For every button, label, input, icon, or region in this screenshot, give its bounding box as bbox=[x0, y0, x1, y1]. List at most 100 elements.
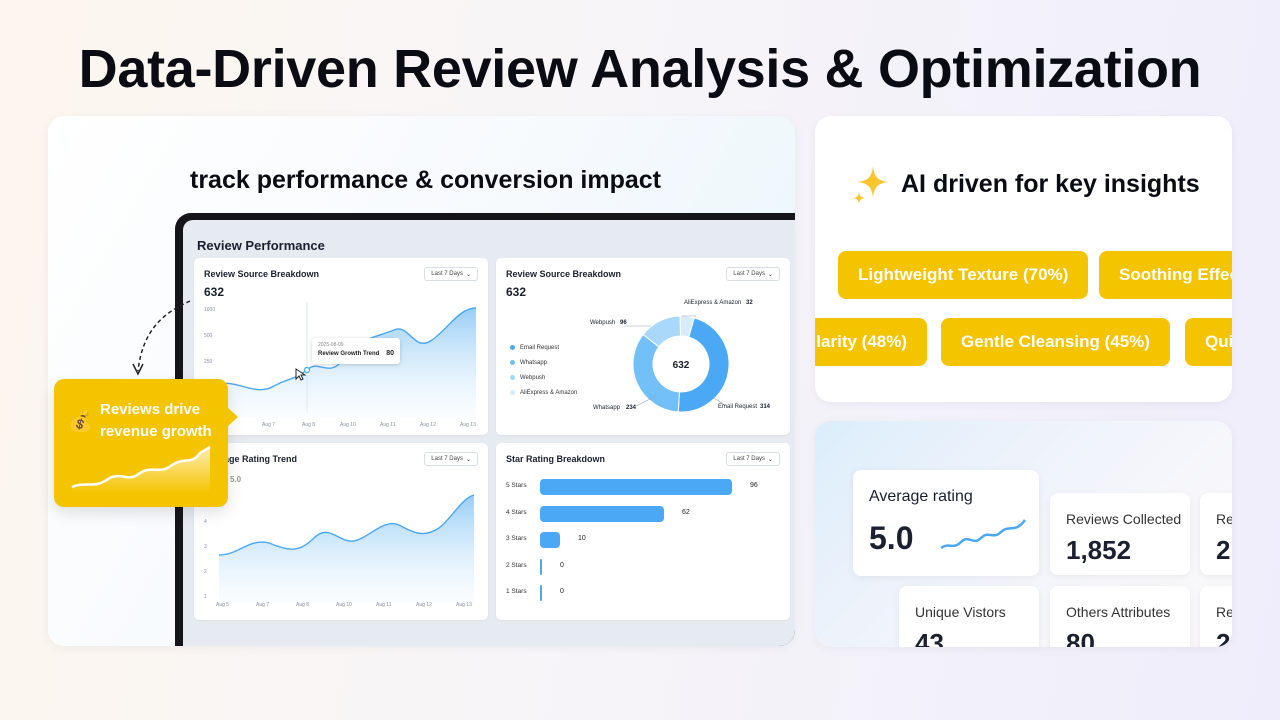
card-title: Review Source Breakdown bbox=[506, 269, 622, 279]
stat-value: 2 bbox=[1216, 628, 1231, 647]
legend-label: AliExpress & Amazon bbox=[520, 389, 578, 396]
donut-legend: Email Request Whatsapp Webpush AliExpres… bbox=[510, 340, 577, 400]
stat-label: Unique Vistors bbox=[915, 604, 1006, 620]
unique-visitors-card: Unique Vistors 43 bbox=[899, 586, 1039, 647]
rating-area bbox=[219, 495, 474, 603]
ai-insights-heading: AI driven for key insights bbox=[901, 169, 1200, 198]
chart-tooltip: 2025-08-09 Review Growth Trend 80 bbox=[312, 338, 400, 364]
legend-item: AliExpress & Amazon bbox=[510, 385, 577, 400]
donut-slice-label: Email Request bbox=[718, 404, 757, 410]
donut-leader-line bbox=[635, 395, 657, 407]
legend-dot bbox=[510, 345, 515, 350]
stat-card-partial: Re 2 bbox=[1200, 586, 1232, 647]
performance-subtitle: track performance & conversion impact bbox=[190, 166, 661, 194]
donut-slice-value: 96 bbox=[620, 320, 627, 326]
chevron-down-icon: ⌄ bbox=[767, 456, 773, 463]
stats-panel: Average rating 5.0 Reviews Collected 1,8… bbox=[815, 421, 1232, 647]
star-bar-fill bbox=[540, 558, 542, 575]
tooltip-date: 2025-08-09 bbox=[318, 342, 344, 348]
star-bar-row: 2 Stars 0 bbox=[506, 558, 776, 575]
y-tick: 2 bbox=[204, 569, 207, 575]
tooltip-value: 80 bbox=[386, 350, 394, 357]
legend-label: Whatsapp bbox=[520, 359, 548, 366]
insight-chip[interactable]: Soothing Effect bbox=[1099, 251, 1232, 299]
star-bar-row: 5 Stars 96 bbox=[506, 479, 776, 495]
revenue-callout: 💰 Reviews drive revenue growth bbox=[54, 379, 238, 507]
stat-value: 2 bbox=[1216, 535, 1231, 565]
star-bar-fill bbox=[540, 505, 664, 522]
donut-leader-line bbox=[713, 397, 727, 407]
date-range-dropdown[interactable]: Last 7 Days ⌄ bbox=[424, 267, 478, 281]
y-tick: 1 bbox=[204, 594, 207, 600]
donut-center-value: 632 bbox=[673, 360, 690, 371]
card-value: 632 bbox=[204, 285, 225, 299]
x-tick: Aug 7 bbox=[262, 422, 275, 428]
insight-chip[interactable]: Qui bbox=[1185, 318, 1232, 366]
star-bar-fill bbox=[540, 532, 560, 548]
donut-slice-label: AliExpress & Amazon bbox=[684, 300, 741, 306]
legend-dot bbox=[510, 375, 515, 380]
insight-chip[interactable]: larity (48%) bbox=[815, 318, 927, 366]
star-breakdown-card: Star Rating Breakdown Last 7 Days ⌄ 5 St… bbox=[496, 443, 790, 620]
stat-label: Others Attributes bbox=[1066, 604, 1171, 620]
money-bag-icon: 💰 bbox=[68, 411, 93, 433]
insight-chip[interactable]: Gentle Cleansing (45%) bbox=[941, 318, 1170, 366]
x-tick: Aug 5 bbox=[216, 602, 229, 608]
card-title: Star Rating Breakdown bbox=[506, 454, 606, 464]
hover-point[interactable] bbox=[303, 366, 311, 374]
donut-slice-value: 234 bbox=[626, 405, 637, 411]
dashboard-title: Review Performance bbox=[197, 238, 325, 253]
date-range-dropdown[interactable]: Last 7 Days ⌄ bbox=[424, 452, 478, 466]
stat-value: 43 bbox=[915, 628, 944, 647]
reviews-collected-card: Reviews Collected 1,852 bbox=[1050, 493, 1190, 575]
x-tick: Aug 11 bbox=[376, 602, 392, 608]
y-tick: 1000 bbox=[204, 307, 215, 313]
x-tick: Aug 10 bbox=[340, 422, 356, 428]
source-donut-card: Review Source Breakdown Last 7 Days ⌄ 63… bbox=[496, 258, 790, 435]
x-tick: Aug 12 bbox=[420, 422, 436, 428]
legend-label: Email Request bbox=[520, 344, 560, 351]
source-trend-card: Review Source Breakdown Last 7 Days ⌄ 63… bbox=[194, 258, 488, 435]
chevron-down-icon: ⌄ bbox=[465, 456, 471, 463]
dropdown-label: Last 7 Days bbox=[733, 271, 765, 277]
legend-dot bbox=[510, 360, 515, 365]
stat-card-partial: Re 2 bbox=[1200, 493, 1232, 575]
chevron-down-icon: ⌄ bbox=[465, 271, 471, 278]
star-bar-label: 2 Stars bbox=[506, 561, 527, 569]
callout-text: Reviews drive revenue growth bbox=[100, 401, 212, 440]
star-bar-label: 5 Stars bbox=[506, 482, 527, 489]
star-bar-label: 3 Stars bbox=[506, 535, 527, 542]
star-bar-row: 4 Stars 62 bbox=[506, 505, 776, 522]
legend-dot bbox=[510, 390, 515, 395]
x-tick: Aug 8 bbox=[296, 602, 309, 608]
y-tick: 250 bbox=[204, 359, 213, 365]
rating-trend-chart: 4 3 2 1 Aug 5 Aug 7 Aug 8 Aug 10 Aug 11 … bbox=[204, 494, 475, 608]
sparkle-icon bbox=[853, 166, 889, 204]
donut-slice-label: Whatsapp bbox=[593, 405, 621, 411]
stat-value: 5.0 bbox=[869, 520, 914, 556]
donut-slice-label: Webpush bbox=[590, 320, 615, 326]
insight-chip[interactable]: Lightweight Texture (70%) bbox=[838, 251, 1089, 299]
star-bar-value: 0 bbox=[560, 588, 564, 595]
date-range-dropdown[interactable]: Last 7 Days ⌄ bbox=[726, 452, 780, 466]
star-bar-value: 0 bbox=[560, 561, 564, 569]
y-tick: 3 bbox=[204, 544, 207, 550]
dashboard-screen: Review Performance Review Source Breakdo… bbox=[183, 220, 795, 646]
stat-label: Re bbox=[1216, 604, 1232, 620]
x-tick: Aug 11 bbox=[380, 422, 396, 428]
stat-value: 80 bbox=[1066, 628, 1095, 647]
growth-wave-icon bbox=[71, 445, 211, 493]
card-value: 5.0 bbox=[230, 475, 242, 484]
star-bar-row: 1 Stars 0 bbox=[506, 585, 776, 601]
ai-insights-title: AI driven for key insights bbox=[853, 164, 1200, 204]
y-tick: 4 bbox=[204, 519, 207, 525]
x-tick: Aug 12 bbox=[416, 602, 432, 608]
average-rating-card: Average rating 5.0 bbox=[853, 470, 1039, 576]
star-bar-label: 1 Stars bbox=[506, 588, 527, 595]
donut-slice[interactable] bbox=[677, 317, 730, 413]
star-bar-label: 4 Stars bbox=[506, 508, 527, 516]
x-tick: Aug 8 bbox=[302, 422, 315, 428]
dropdown-label: Last 7 Days bbox=[431, 271, 463, 277]
donut-slice[interactable] bbox=[632, 333, 680, 413]
date-range-dropdown[interactable]: Last 7 Days ⌄ bbox=[726, 267, 780, 281]
